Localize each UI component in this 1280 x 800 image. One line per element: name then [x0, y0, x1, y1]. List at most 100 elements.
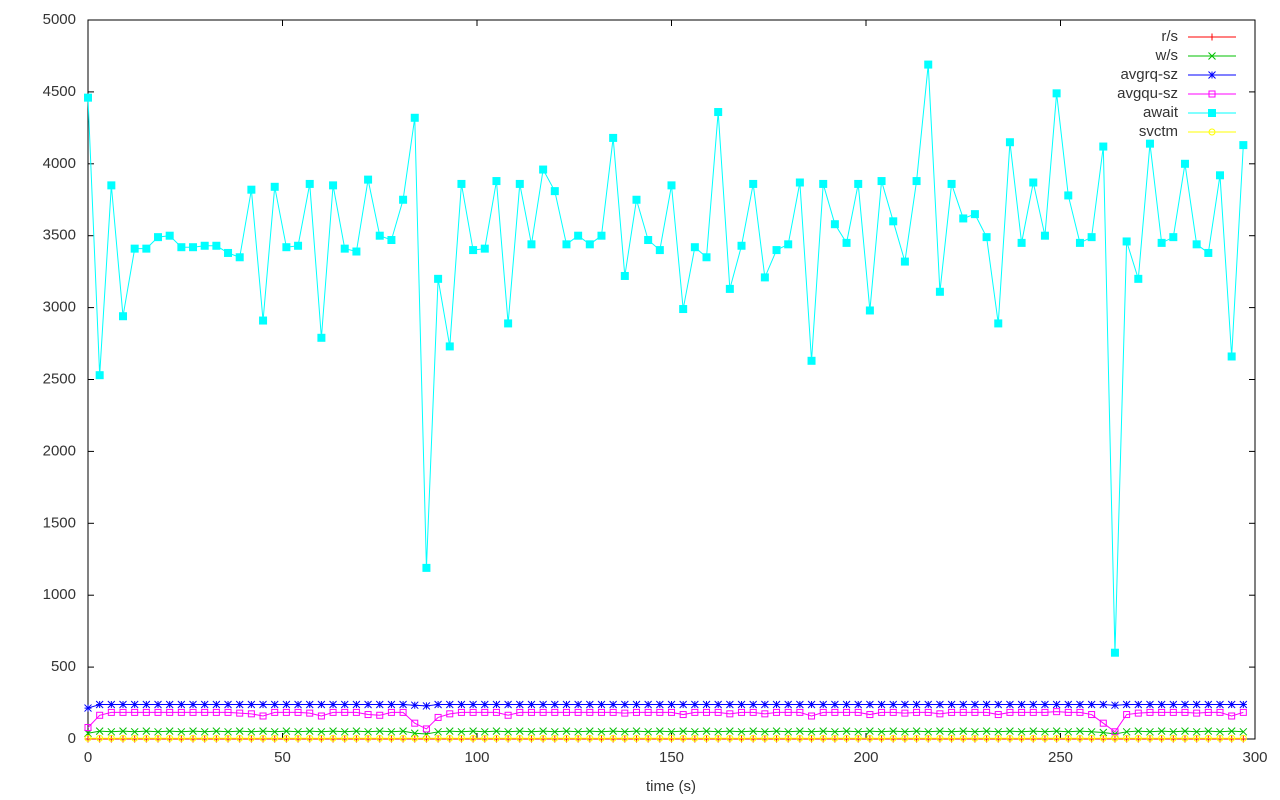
marker [352, 700, 361, 709]
marker [177, 734, 185, 742]
marker [341, 708, 349, 716]
marker [1134, 709, 1142, 717]
marker [773, 734, 781, 742]
marker [317, 734, 325, 742]
marker [843, 734, 851, 742]
marker [527, 734, 535, 742]
marker [1029, 708, 1037, 716]
marker [761, 734, 769, 742]
y-tick-label: 3500 [43, 227, 76, 244]
marker [947, 700, 956, 709]
marker [1111, 701, 1119, 710]
marker [971, 700, 979, 709]
marker [1146, 727, 1154, 736]
marker [387, 727, 396, 736]
marker [305, 727, 314, 735]
marker [878, 708, 886, 716]
marker [924, 734, 932, 742]
marker [597, 727, 606, 736]
marker [107, 700, 116, 709]
marker [912, 177, 921, 186]
marker [154, 700, 162, 709]
marker [901, 727, 909, 736]
marker [1169, 727, 1178, 736]
marker [527, 700, 536, 709]
marker [235, 253, 244, 262]
marker [422, 734, 430, 742]
marker [469, 708, 477, 716]
marker [259, 712, 267, 720]
marker [1192, 727, 1201, 736]
x-tick-label: 50 [274, 749, 291, 766]
marker [1064, 727, 1073, 736]
marker [807, 727, 816, 736]
marker [1029, 178, 1038, 187]
marker [877, 700, 886, 709]
marker [492, 177, 501, 186]
marker [889, 700, 898, 709]
marker [586, 708, 594, 716]
marker [808, 712, 816, 720]
marker [1029, 727, 1038, 735]
marker [843, 708, 851, 716]
marker [154, 233, 163, 242]
marker [597, 734, 605, 742]
marker [434, 713, 442, 721]
marker [399, 195, 408, 204]
marker [165, 727, 174, 735]
marker [691, 734, 699, 742]
marker [959, 214, 968, 223]
series-line [87, 64, 1244, 653]
marker [597, 708, 605, 716]
marker [469, 727, 477, 735]
marker [982, 233, 991, 242]
marker [807, 700, 816, 709]
marker [375, 727, 384, 735]
marker [1134, 727, 1143, 735]
marker [854, 708, 862, 716]
marker [96, 711, 104, 719]
marker [446, 710, 454, 718]
marker [1041, 708, 1049, 716]
marker [1204, 727, 1213, 735]
marker [1157, 238, 1166, 247]
marker [1123, 734, 1131, 742]
marker [947, 179, 956, 188]
marker [130, 727, 139, 736]
marker [434, 727, 442, 736]
marker [422, 725, 430, 733]
marker [1099, 728, 1108, 737]
marker [597, 700, 606, 709]
marker [469, 246, 478, 255]
marker [1076, 734, 1084, 742]
y-tick-label: 4000 [43, 155, 76, 172]
marker [866, 727, 874, 735]
marker [305, 179, 314, 188]
marker [1122, 727, 1131, 736]
marker [866, 711, 874, 719]
marker [212, 700, 221, 709]
marker [796, 734, 804, 742]
marker [935, 287, 944, 296]
marker [539, 727, 547, 735]
marker [399, 734, 407, 742]
marker [189, 708, 197, 716]
marker [609, 727, 618, 735]
marker [375, 700, 384, 709]
marker [1216, 734, 1224, 742]
marker [703, 734, 711, 742]
marker [1134, 700, 1143, 709]
marker [236, 734, 244, 742]
marker [819, 179, 828, 188]
marker [796, 727, 804, 735]
marker [994, 319, 1003, 328]
marker [399, 708, 407, 716]
marker [1169, 233, 1178, 242]
marker [971, 727, 979, 736]
series-line [87, 703, 1244, 709]
marker [271, 708, 279, 716]
marker [399, 700, 407, 709]
marker [294, 700, 302, 709]
marker [679, 711, 687, 719]
marker [492, 734, 500, 742]
